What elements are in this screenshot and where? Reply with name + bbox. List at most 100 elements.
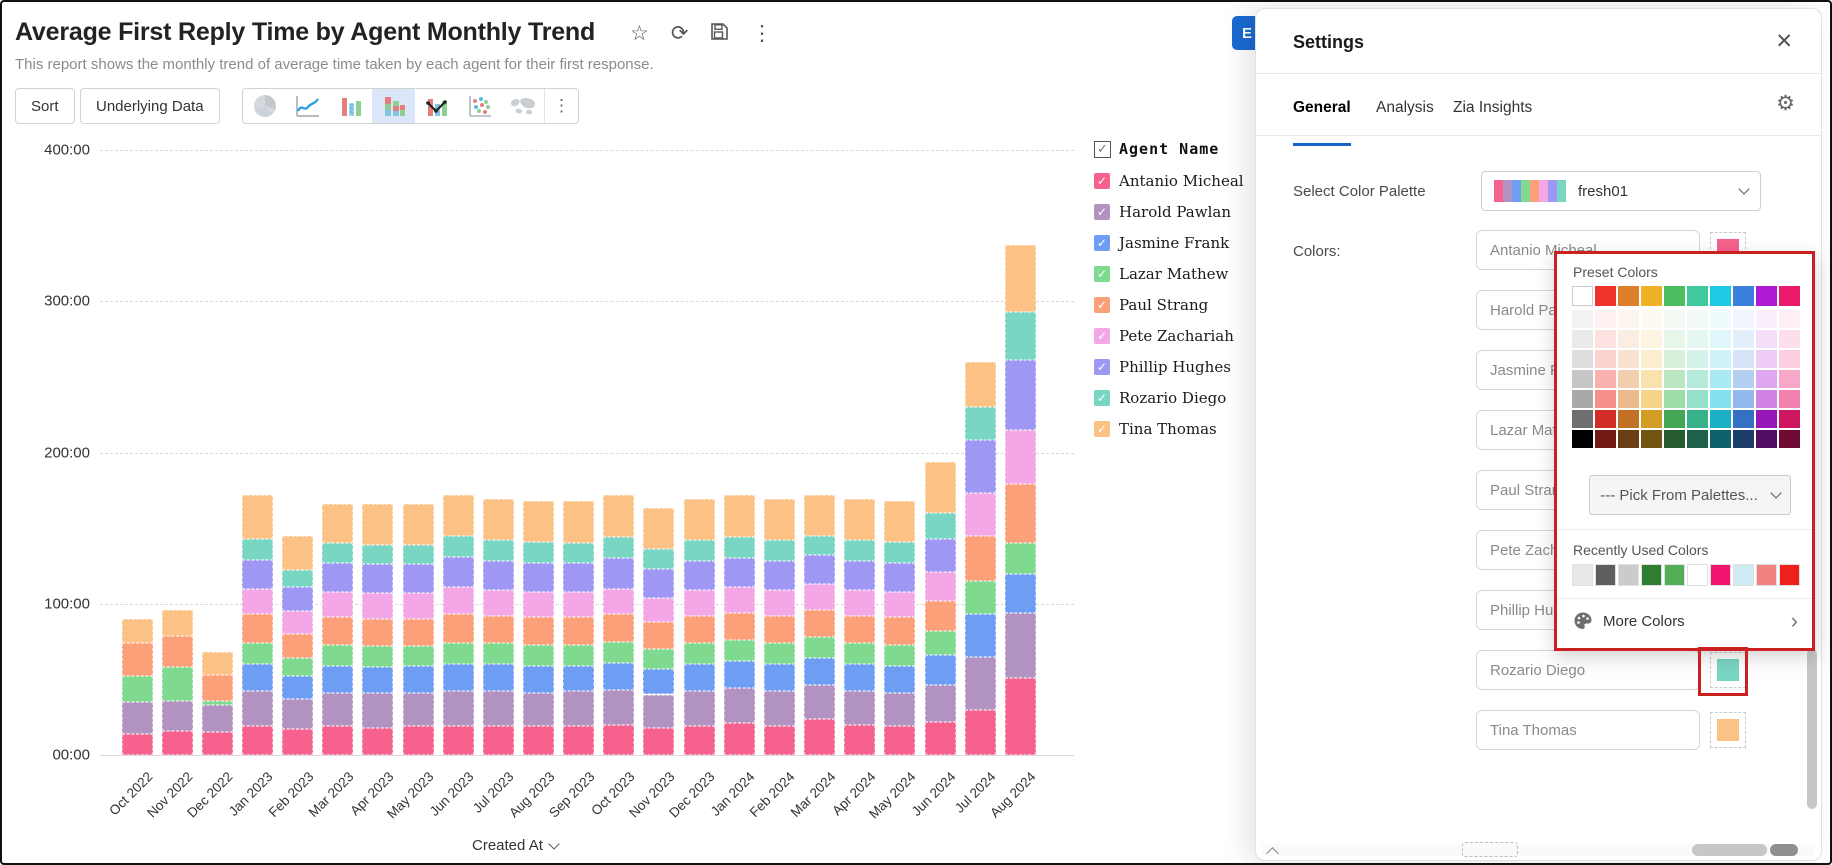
bar-segment[interactable]	[241, 691, 273, 727]
tab-analysis[interactable]: Analysis	[1376, 99, 1434, 116]
bar-segment[interactable]	[322, 644, 354, 666]
bar-segment[interactable]	[362, 667, 394, 693]
bar-segment[interactable]	[804, 609, 836, 638]
preset-color-cell[interactable]	[1595, 310, 1616, 328]
bar-segment[interactable]	[523, 500, 554, 542]
bar-segment[interactable]	[924, 655, 956, 686]
bar-segment[interactable]	[241, 643, 273, 665]
preset-color-cell[interactable]	[1687, 330, 1708, 348]
bar-segment[interactable]	[804, 584, 836, 610]
bar-segment[interactable]	[924, 461, 956, 513]
preset-color-cell[interactable]	[1733, 410, 1754, 428]
preset-color-cell[interactable]	[1756, 310, 1777, 328]
bar-segment[interactable]	[723, 661, 755, 689]
preset-color-cell[interactable]	[1641, 330, 1662, 348]
bar-segment[interactable]	[121, 676, 153, 703]
preset-color-cell[interactable]	[1664, 310, 1685, 328]
bar-segment[interactable]	[482, 664, 514, 692]
bar-segment[interactable]	[683, 499, 715, 541]
bar-segment[interactable]	[523, 562, 554, 592]
more-colors-button[interactable]: More Colors ›	[1573, 608, 1798, 634]
refresh-icon[interactable]: ⟳	[670, 22, 689, 45]
bar-segment[interactable]	[523, 692, 554, 727]
legend-color-checkbox[interactable]: ✓	[1094, 390, 1110, 406]
preset-color-cell[interactable]	[1756, 350, 1777, 368]
preset-color-cell[interactable]	[1618, 390, 1639, 408]
preset-color-cell[interactable]	[1618, 410, 1639, 428]
legend-color-checkbox[interactable]: ✓	[1094, 235, 1110, 251]
bar-segment[interactable]	[282, 634, 314, 659]
bar-segment[interactable]	[964, 361, 996, 408]
preset-color-cell[interactable]	[1733, 390, 1754, 408]
bar-segment[interactable]	[161, 730, 193, 755]
legend-color-checkbox[interactable]: ✓	[1094, 359, 1110, 375]
bar-segment[interactable]	[282, 699, 314, 730]
bar-segment[interactable]	[523, 617, 554, 645]
bar-segment[interactable]	[563, 665, 595, 692]
bar-segment[interactable]	[683, 691, 715, 727]
bar-segment[interactable]	[683, 615, 715, 644]
bar-segment[interactable]	[1004, 677, 1036, 755]
preset-color-cell[interactable]	[1595, 330, 1616, 348]
bar-segment[interactable]	[442, 691, 474, 727]
bar-segment[interactable]	[603, 588, 635, 615]
preset-color-cell[interactable]	[1779, 410, 1800, 428]
recent-color-cell[interactable]	[1572, 564, 1593, 586]
favorite-star-icon[interactable]: ☆	[630, 22, 649, 45]
bar-segment[interactable]	[322, 692, 354, 727]
preset-color-cell[interactable]	[1572, 286, 1593, 306]
legend-item[interactable]: ✓ Pete Zachariah	[1094, 327, 1244, 345]
bar-segment[interactable]	[563, 543, 595, 563]
bar-segment[interactable]	[442, 535, 474, 557]
preset-color-cell[interactable]	[1572, 330, 1593, 348]
legend-color-checkbox[interactable]: ✓	[1094, 204, 1110, 220]
bar-segment[interactable]	[362, 727, 394, 755]
bar-segment[interactable]	[201, 652, 233, 675]
bar-segment[interactable]	[402, 564, 434, 594]
bar-segment[interactable]	[322, 503, 354, 544]
bar-segment[interactable]	[884, 665, 916, 693]
bar-segment[interactable]	[482, 643, 514, 665]
map-chart-icon[interactable]	[501, 89, 544, 123]
bar-segment[interactable]	[241, 614, 273, 644]
preset-color-cell[interactable]	[1687, 350, 1708, 368]
bar-segment[interactable]	[482, 561, 514, 591]
preset-color-cell[interactable]	[1618, 370, 1639, 388]
legend-item[interactable]: ✓ Paul Strang	[1094, 296, 1244, 314]
bar-segment[interactable]	[924, 685, 956, 722]
recent-color-cell[interactable]	[1595, 564, 1616, 586]
preset-color-cell[interactable]	[1733, 286, 1754, 306]
bar-segment[interactable]	[282, 611, 314, 634]
horizontal-scrollbar[interactable]	[1262, 842, 1815, 857]
agent-color-input[interactable]: Tina Thomas	[1476, 710, 1700, 750]
bar-segment[interactable]	[282, 676, 314, 700]
bar-segment[interactable]	[924, 538, 956, 572]
preset-color-cell[interactable]	[1710, 286, 1731, 306]
preset-color-cell[interactable]	[1641, 410, 1662, 428]
preset-color-cell[interactable]	[1687, 430, 1708, 448]
bar-segment[interactable]	[442, 726, 474, 755]
bar-segment[interactable]	[603, 662, 635, 690]
preset-color-cell[interactable]	[1595, 286, 1616, 306]
bar-segment[interactable]	[482, 691, 514, 727]
bar-segment[interactable]	[603, 537, 635, 559]
bar-segment[interactable]	[402, 503, 434, 545]
recent-color-cell[interactable]	[1733, 564, 1754, 586]
bar-segment[interactable]	[763, 643, 795, 665]
preset-color-cell[interactable]	[1664, 390, 1685, 408]
preset-color-cell[interactable]	[1733, 330, 1754, 348]
bar-segment[interactable]	[603, 641, 635, 663]
preset-color-cell[interactable]	[1756, 390, 1777, 408]
preset-color-cell[interactable]	[1618, 330, 1639, 348]
bar-segment[interactable]	[844, 540, 876, 562]
bar-segment[interactable]	[322, 665, 354, 693]
bar-segment[interactable]	[964, 407, 996, 441]
bar-segment[interactable]	[362, 503, 394, 545]
bar-segment[interactable]	[482, 615, 514, 644]
bar-segment[interactable]	[322, 543, 354, 563]
preset-color-cell[interactable]	[1641, 370, 1662, 388]
bar-segment[interactable]	[201, 732, 233, 755]
bar-segment[interactable]	[442, 614, 474, 644]
bar-segment[interactable]	[241, 664, 273, 692]
bar-segment[interactable]	[282, 729, 314, 755]
